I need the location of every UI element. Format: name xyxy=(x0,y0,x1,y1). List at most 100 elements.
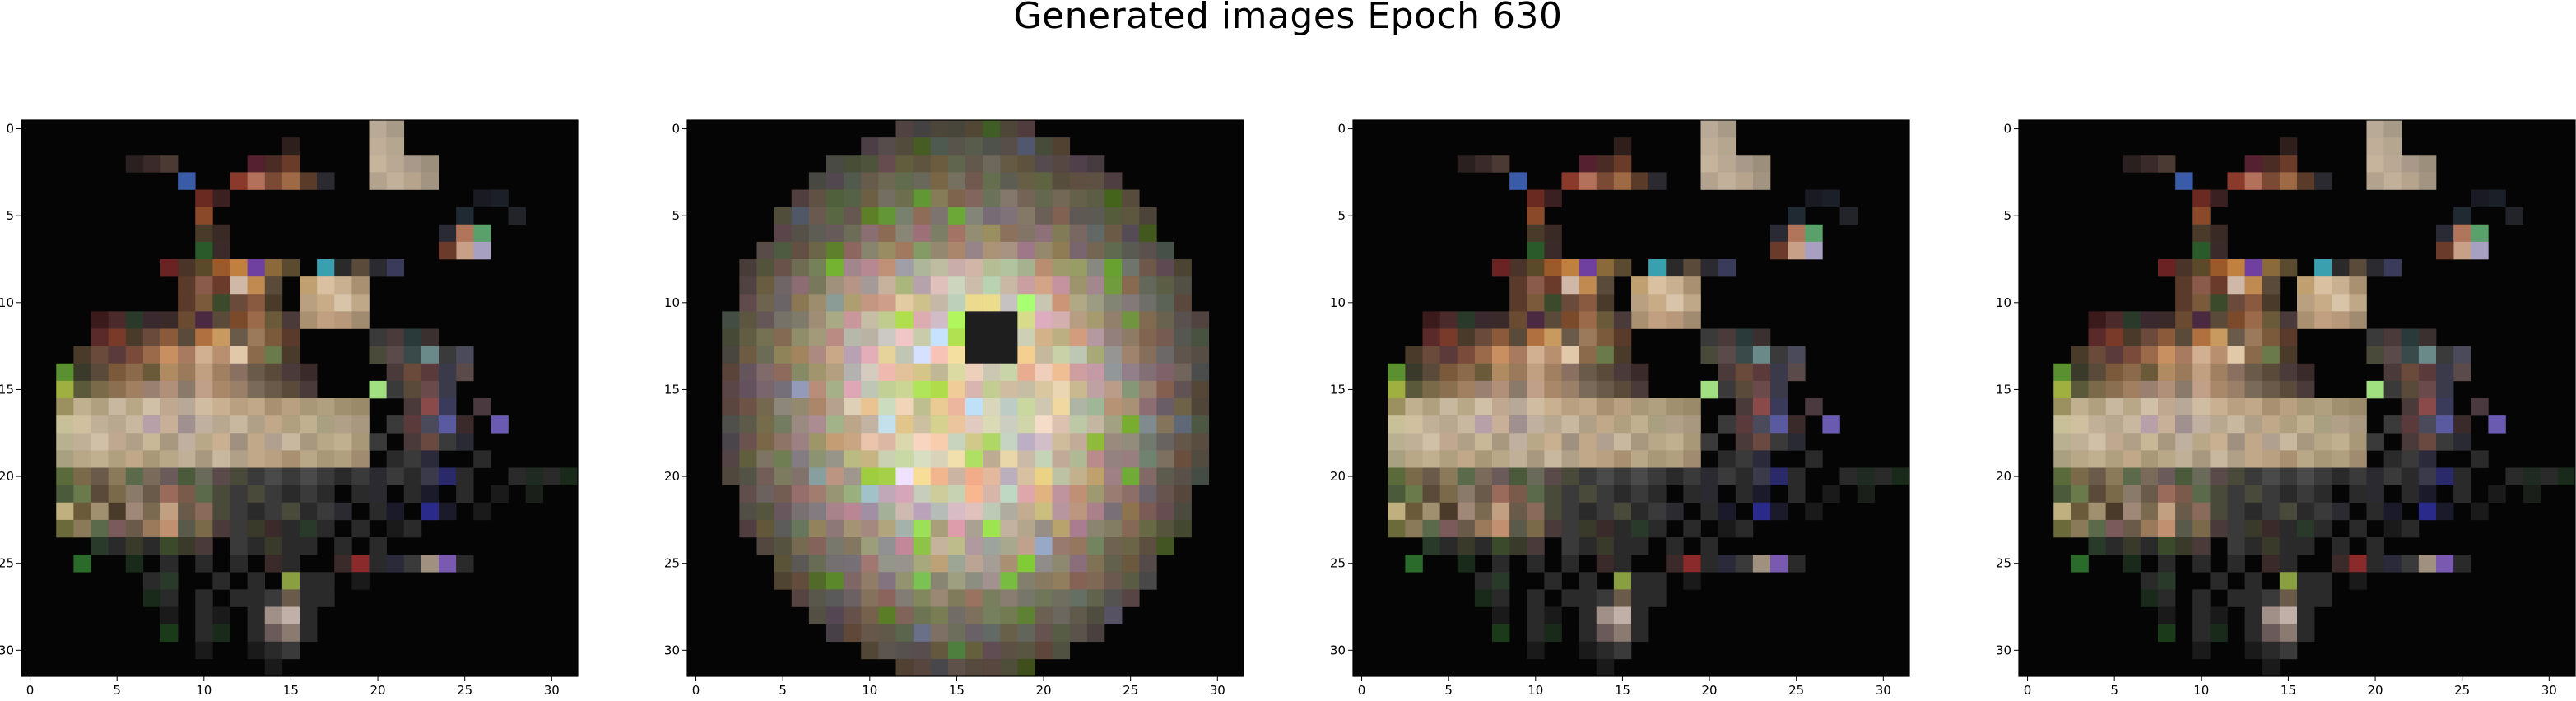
image-pixel xyxy=(844,363,862,382)
image-pixel xyxy=(774,537,793,555)
image-pixel xyxy=(1086,624,1105,643)
image-pixel xyxy=(1422,311,1440,329)
image-pixel xyxy=(1035,241,1053,260)
y-tick-label: 10 xyxy=(664,295,680,310)
image-pixel xyxy=(2279,380,2298,399)
image-pixel xyxy=(281,572,300,590)
image-pixel xyxy=(386,555,405,573)
image-pixel xyxy=(2383,555,2402,573)
image-pixel xyxy=(1509,450,1527,468)
image-pixel xyxy=(1104,572,1123,590)
image-pixel xyxy=(1544,606,1562,624)
image-pixel xyxy=(281,589,300,607)
image-pixel xyxy=(2523,485,2541,504)
image-pixel xyxy=(2158,433,2176,451)
image-pixel xyxy=(1017,224,1035,243)
image-pixel xyxy=(774,485,793,504)
image-pixel xyxy=(195,224,213,243)
image-pixel xyxy=(983,189,1001,207)
image-pixel xyxy=(1122,328,1140,346)
image-pixel xyxy=(1156,537,1174,555)
image-pixel xyxy=(861,467,879,485)
image-pixel xyxy=(300,485,318,504)
image-pixel xyxy=(983,363,1001,382)
image-pixel xyxy=(2158,606,2176,624)
image-pixel xyxy=(1052,572,1071,590)
image-pixel xyxy=(2279,155,2298,173)
image-pixel xyxy=(1035,363,1053,382)
image-pixel xyxy=(2418,485,2437,504)
image-pixel xyxy=(826,311,844,329)
image-pixel xyxy=(1104,172,1123,190)
image-pixel xyxy=(1139,207,1157,225)
image-pixel xyxy=(160,606,179,624)
image-pixel xyxy=(2244,624,2263,643)
image-pixel xyxy=(808,467,827,485)
image-pixel xyxy=(1086,346,1105,364)
image-pixel xyxy=(947,172,966,190)
image-pixel xyxy=(1596,641,1615,660)
image-pixel xyxy=(1174,519,1192,538)
image-pixel xyxy=(1683,259,1701,277)
image-pixel xyxy=(808,450,827,468)
axes-frame xyxy=(686,119,1244,677)
image-pixel xyxy=(2227,328,2245,346)
image-pixel xyxy=(178,502,196,521)
image-pixel xyxy=(826,502,844,521)
image-pixel xyxy=(2210,433,2228,451)
image-pixel xyxy=(1613,641,1632,660)
image-pixel xyxy=(791,415,810,434)
image-pixel xyxy=(2314,519,2332,538)
image-pixel xyxy=(808,311,827,329)
image-pixel xyxy=(91,415,109,434)
image-pixel xyxy=(1509,380,1527,399)
image-pixel xyxy=(2297,502,2315,521)
image-pixel xyxy=(125,398,144,416)
image-pixel xyxy=(108,363,127,382)
image-pixel xyxy=(1035,328,1053,346)
image-pixel xyxy=(2227,363,2245,382)
image-pixel xyxy=(334,537,352,555)
image-pixel xyxy=(2401,485,2420,504)
image-pixel xyxy=(178,380,196,399)
image-pixel xyxy=(844,311,862,329)
x-tick-label: 0 xyxy=(2024,683,2032,698)
image-pixel xyxy=(160,624,179,643)
image-pixel xyxy=(1069,433,1088,451)
image-pixel xyxy=(1174,502,1192,521)
image-pixel xyxy=(1683,433,1701,451)
image-pixel xyxy=(2210,311,2228,329)
image-pixel xyxy=(195,624,213,643)
image-pixel xyxy=(2262,450,2281,468)
image-pixel xyxy=(2383,259,2402,277)
image-pixel xyxy=(844,224,862,243)
image-pixel xyxy=(2488,485,2506,504)
image-pixel xyxy=(1457,485,1476,504)
image-pixel xyxy=(2192,241,2211,260)
image-pixel xyxy=(91,398,109,416)
image-pixel xyxy=(826,537,844,555)
image-pixel xyxy=(212,346,230,364)
image-pixel xyxy=(930,537,949,555)
image-pixel xyxy=(73,346,91,364)
image-pixel xyxy=(1000,572,1018,590)
image-pixel xyxy=(142,589,161,607)
image-pixel xyxy=(1052,641,1071,660)
image-pixel xyxy=(2088,519,2106,538)
image-pixel xyxy=(281,467,300,485)
image-pixel xyxy=(826,172,844,190)
image-pixel xyxy=(1613,346,1632,364)
image-pixel xyxy=(142,380,161,399)
image-pixel xyxy=(195,363,213,382)
image-pixel xyxy=(230,380,248,399)
image-pixel xyxy=(160,155,179,173)
image-pixel xyxy=(2540,467,2559,485)
image-pixel xyxy=(1069,502,1088,521)
image-pixel xyxy=(1069,259,1088,277)
image-pixel xyxy=(895,537,914,555)
image-pixel xyxy=(2088,537,2106,555)
image-pixel xyxy=(1052,624,1071,643)
image-pixel xyxy=(913,658,932,677)
image-pixel xyxy=(2436,555,2454,573)
image-pixel xyxy=(91,450,109,468)
